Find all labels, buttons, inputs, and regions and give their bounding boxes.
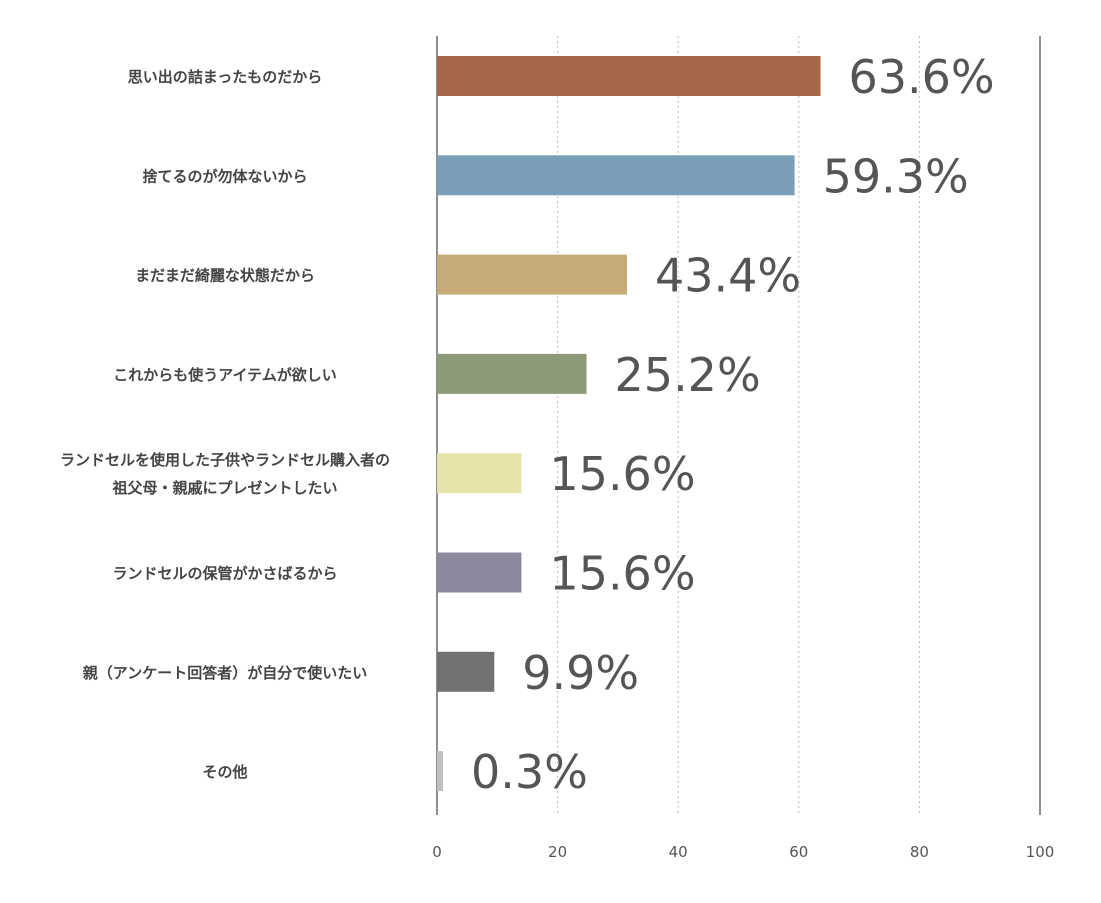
value-label: 15.6% bbox=[549, 447, 695, 501]
value-label: 63.6% bbox=[849, 50, 995, 104]
labels-layer: 思い出の詰まったものだから 63.6% 捨てるのが勿体ないから 59.3% まだまだ綺麗… bbox=[60, 50, 995, 799]
category-label: ランドセルを使用した子供やランドセル購入者の bbox=[60, 451, 390, 469]
x-tick-label: 60 bbox=[789, 843, 808, 861]
ticks-layer: 0 20 40 60 80 100 bbox=[432, 843, 1054, 861]
x-tick-label: 100 bbox=[1026, 843, 1055, 861]
category-label: その他 bbox=[202, 763, 247, 781]
x-tick-label: 0 bbox=[432, 843, 442, 861]
bar bbox=[437, 353, 587, 394]
value-label: 0.3% bbox=[471, 745, 588, 799]
value-label: 43.4% bbox=[655, 249, 801, 303]
value-label: 59.3% bbox=[823, 149, 969, 203]
x-tick-label: 20 bbox=[548, 843, 567, 861]
bar bbox=[437, 155, 795, 196]
category-label: 思い出の詰まったものだから bbox=[128, 68, 322, 86]
category-label: ランドセルの保管がかさばるから bbox=[112, 565, 337, 583]
value-label: 9.9% bbox=[522, 646, 639, 700]
bar bbox=[437, 651, 495, 692]
category-label: 祖父母・親戚にプレゼントしたい bbox=[111, 479, 337, 497]
bar bbox=[437, 254, 627, 295]
value-label: 15.6% bbox=[549, 547, 695, 601]
bar bbox=[437, 552, 522, 593]
bar bbox=[437, 453, 522, 494]
bars-layer bbox=[437, 56, 821, 792]
bar bbox=[437, 56, 821, 96]
category-label: 親（アンケート回答者）が自分で使いたい bbox=[83, 664, 367, 682]
x-tick-label: 80 bbox=[910, 843, 929, 861]
x-tick-label: 40 bbox=[669, 843, 688, 861]
category-label: まだまだ綺麗な状態だから bbox=[135, 267, 315, 285]
category-label: 捨てるのが勿体ないから bbox=[142, 167, 307, 185]
value-label: 25.2% bbox=[615, 348, 761, 402]
category-label: これからも使うアイテムが欲しい bbox=[113, 366, 337, 384]
bar bbox=[437, 751, 444, 792]
